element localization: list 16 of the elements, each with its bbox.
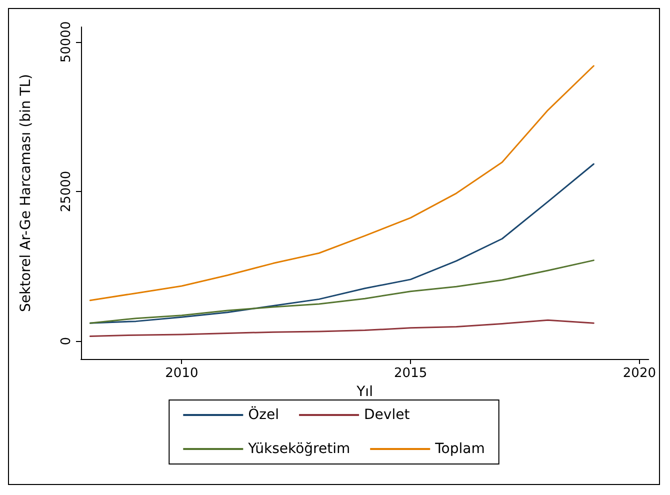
y-tick-label: 50000	[59, 21, 74, 63]
x-tick-label: 2015	[394, 366, 428, 381]
line-series	[89, 260, 594, 324]
y-axis-title: Sektorel Ar-Ge Harcaması (bin TL)	[18, 74, 34, 312]
legend-label: Toplam	[434, 441, 485, 457]
x-axis-title: Yıl	[356, 384, 373, 400]
line-series	[89, 163, 594, 324]
line-series	[89, 319, 594, 338]
y-tick-label: 0	[59, 336, 74, 346]
x-tick-label: 2010	[165, 366, 198, 381]
line-series	[89, 65, 594, 302]
legend-label: Devlet	[364, 407, 410, 423]
legend-label: Özel	[248, 406, 280, 423]
legend-label: Yükseköğretim	[247, 441, 350, 457]
y-tick-label: 25000	[59, 170, 74, 212]
x-tick-label: 2020	[622, 366, 656, 381]
